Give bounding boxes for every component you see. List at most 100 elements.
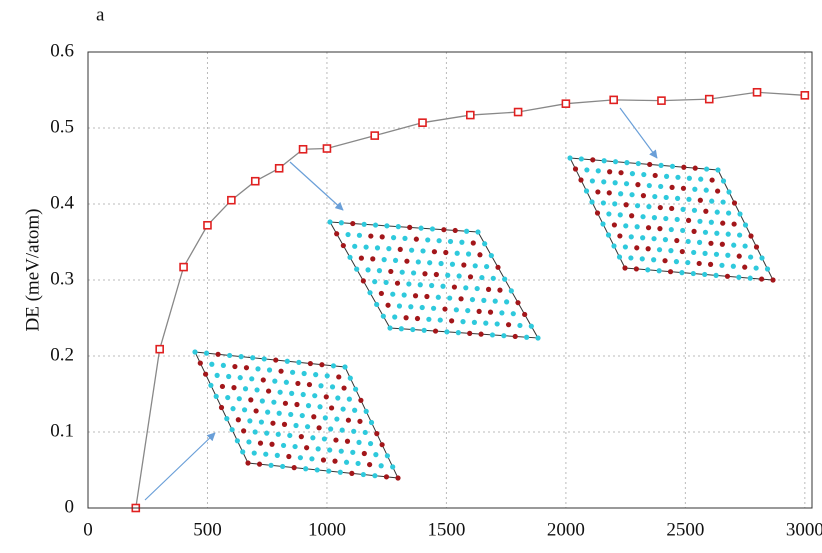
atom [429, 282, 435, 289]
atom [501, 333, 507, 339]
atom [726, 189, 732, 195]
atom [396, 303, 403, 309]
atom [415, 259, 421, 265]
atom [218, 404, 225, 411]
atom [645, 225, 652, 231]
atom [680, 185, 687, 191]
atom [640, 193, 647, 199]
atom [334, 231, 340, 237]
atom [270, 420, 276, 426]
y-tick-label: 0.1 [50, 420, 74, 441]
atom [663, 173, 670, 179]
atom [440, 283, 446, 289]
atom [225, 394, 231, 401]
atom [748, 233, 754, 239]
atom [742, 243, 748, 249]
atom [360, 278, 366, 284]
atom [696, 260, 702, 267]
atom [600, 221, 606, 227]
atom [336, 374, 342, 380]
atom [667, 269, 674, 275]
atom [237, 375, 243, 381]
atom [277, 389, 283, 395]
atom [720, 199, 726, 205]
atom [341, 385, 347, 391]
atom [616, 254, 623, 260]
atom [702, 229, 709, 235]
atom [600, 200, 606, 206]
atom [245, 460, 251, 466]
atom [691, 228, 697, 234]
atom [470, 240, 476, 246]
atom [680, 206, 686, 212]
atom [352, 407, 358, 413]
x-tick-label: 2500 [666, 519, 704, 540]
atom [337, 469, 343, 475]
atom [492, 298, 498, 304]
atom [702, 271, 708, 278]
atom [628, 255, 634, 261]
atom [214, 372, 220, 378]
atom [397, 246, 403, 253]
atom [484, 263, 490, 270]
atom [652, 172, 658, 179]
atom [281, 421, 288, 427]
atom [271, 399, 277, 405]
atom [589, 178, 595, 184]
atom [372, 279, 378, 285]
atom [657, 226, 663, 232]
atom [385, 302, 391, 308]
atom [273, 357, 279, 363]
atom [332, 458, 338, 464]
atom [409, 247, 415, 253]
atom [618, 170, 624, 176]
atom [243, 365, 250, 371]
atom [432, 328, 439, 334]
data-point [203, 220, 212, 230]
atom [651, 215, 658, 221]
atom [499, 310, 505, 316]
atom [383, 474, 390, 480]
atom [656, 268, 662, 274]
atom [645, 246, 651, 252]
atom [345, 417, 352, 423]
atom [340, 242, 346, 249]
atom [399, 269, 405, 275]
atom [320, 457, 327, 463]
arrow [289, 161, 344, 211]
atom [345, 231, 351, 238]
data-point [155, 344, 164, 354]
atom [292, 443, 298, 450]
atom [472, 263, 478, 269]
atom [737, 211, 743, 217]
atom [504, 299, 510, 305]
atom [618, 191, 624, 197]
atom [483, 320, 489, 326]
atom [378, 290, 384, 297]
atom [367, 461, 373, 468]
atom [663, 215, 669, 222]
atom [623, 181, 630, 187]
atom [449, 261, 456, 267]
atom [343, 459, 350, 465]
atom [349, 470, 355, 476]
atom [238, 354, 244, 360]
atom [365, 267, 371, 273]
atom [572, 166, 579, 172]
atom [289, 390, 295, 396]
atom [640, 235, 646, 241]
atom [203, 371, 209, 377]
atom [357, 418, 363, 424]
atom [605, 232, 612, 238]
atom [720, 220, 726, 226]
atom [324, 373, 330, 379]
atom [342, 364, 348, 370]
atom [464, 228, 470, 234]
y-tick-label: 0.6 [50, 40, 74, 61]
atom [258, 419, 265, 425]
atom [414, 315, 421, 322]
atom [265, 409, 271, 415]
atom [595, 189, 601, 195]
atom [770, 277, 776, 283]
data-point [752, 87, 762, 97]
